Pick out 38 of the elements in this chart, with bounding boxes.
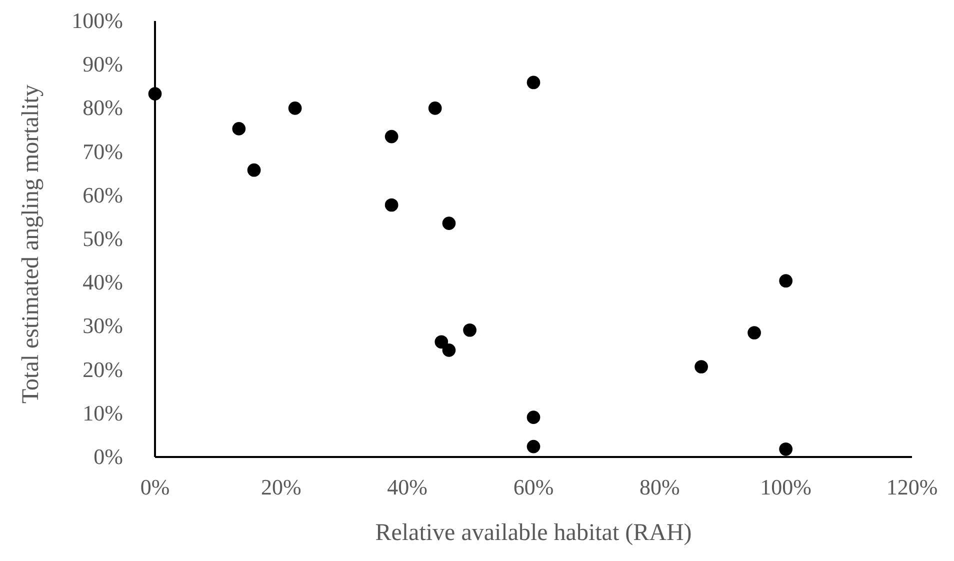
point <box>694 360 708 374</box>
point <box>247 163 261 177</box>
point <box>526 76 540 90</box>
point <box>232 122 246 136</box>
y-tick-label: 50% <box>82 226 123 252</box>
point <box>288 102 302 115</box>
x-tick-label: 100% <box>760 474 812 500</box>
point <box>428 102 442 115</box>
point <box>779 442 793 456</box>
point <box>442 216 456 230</box>
x-axis-title: Relative available habitat (RAH) <box>375 520 692 546</box>
y-tick-label: 20% <box>82 356 123 382</box>
y-tick-label: 100% <box>72 8 123 34</box>
x-tick-label: 0% <box>140 474 170 500</box>
point <box>384 198 398 212</box>
y-tick-label: 10% <box>82 400 123 426</box>
point <box>748 326 761 340</box>
x-tick-label: 120% <box>886 474 938 500</box>
x-tick-label: 60% <box>513 474 554 500</box>
point <box>779 274 793 288</box>
x-tick-label: 40% <box>387 474 428 500</box>
x-tick-label: 20% <box>261 474 302 500</box>
y-tick-label: 80% <box>82 95 123 120</box>
point <box>148 87 162 100</box>
y-tick-label: 60% <box>82 182 123 208</box>
y-tick-label: 0% <box>94 444 123 470</box>
y-tick-label: 40% <box>82 270 123 295</box>
point <box>463 323 476 337</box>
y-tick-label: 90% <box>82 52 123 77</box>
point <box>442 344 456 357</box>
y-tick-label: 30% <box>82 313 123 338</box>
y-axis-title: Total estimated angling mortality <box>18 84 44 404</box>
y-tick-label: 70% <box>82 138 123 164</box>
x-tick-label: 80% <box>640 474 680 500</box>
point <box>526 410 540 424</box>
point <box>526 440 540 454</box>
point <box>384 130 398 144</box>
point <box>434 335 448 349</box>
